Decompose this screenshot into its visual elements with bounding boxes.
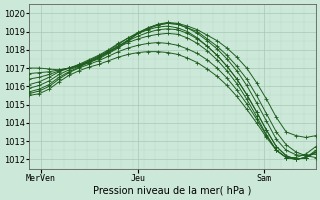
X-axis label: Pression niveau de la mer( hPa ): Pression niveau de la mer( hPa ): [93, 186, 252, 196]
